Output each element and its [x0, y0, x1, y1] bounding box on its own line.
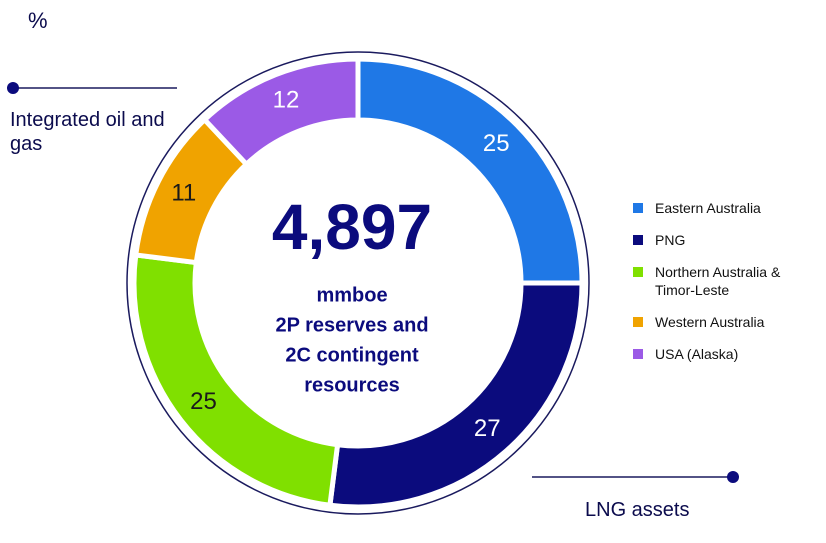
legend-label: Northern Australia & Timor-Leste [655, 264, 781, 298]
legend-label: Western Australia [655, 314, 765, 330]
data-label: 25 [190, 388, 217, 415]
data-label: 11 [171, 180, 196, 207]
donut-segment [327, 280, 585, 510]
center-line: 2C contingent [285, 344, 419, 366]
center-line: resources [304, 374, 400, 396]
legend-swatch [633, 349, 643, 359]
callout-dot [7, 82, 19, 94]
unit-label: % [28, 8, 48, 33]
legend-item: Eastern Australia [633, 199, 805, 217]
center-value: 4,897 [272, 191, 432, 263]
legend-label: Eastern Australia [655, 200, 761, 216]
data-label: 12 [273, 87, 300, 114]
legend-swatch [633, 235, 643, 245]
legend-label: PNG [655, 232, 686, 248]
annotation: Integrated oil and gas [10, 109, 165, 155]
data-label: 27 [474, 415, 501, 442]
legend-swatch [633, 317, 643, 327]
center-line: mmboe [316, 284, 387, 306]
legend-item: PNG [633, 231, 805, 249]
annotation: LNG assets [585, 499, 690, 521]
legend-item: Western Australia [633, 313, 805, 331]
legend-swatch [633, 267, 643, 277]
data-label: 25 [483, 130, 510, 157]
legend-item: USA (Alaska) [633, 345, 805, 363]
donut-segment [201, 56, 361, 168]
outer-ring [126, 51, 590, 515]
legend-label: USA (Alaska) [655, 346, 739, 362]
center-line: 2P reserves and [275, 314, 428, 336]
legend-item: Northern Australia & Timor-Leste [633, 263, 805, 299]
callout-dot [727, 471, 739, 483]
legend-swatch [633, 203, 643, 213]
